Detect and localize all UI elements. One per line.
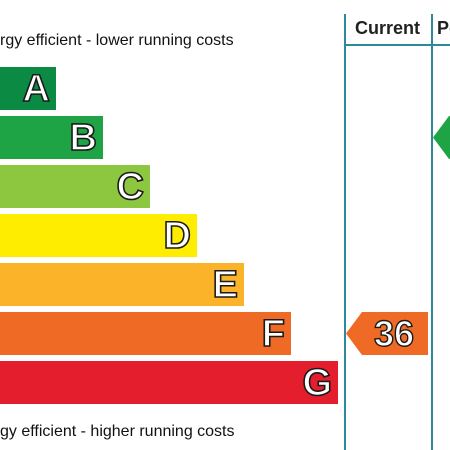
potential-arrow-shape bbox=[433, 116, 450, 159]
potential-rating-arrow bbox=[433, 116, 450, 164]
header-divider bbox=[344, 44, 450, 46]
rating-band-letter: C bbox=[116, 166, 145, 208]
current-rating-value: 36 bbox=[373, 312, 415, 354]
potential-column-header: Po bbox=[437, 18, 450, 38]
rating-band-d: D bbox=[0, 214, 197, 257]
current-column-divider bbox=[344, 14, 346, 450]
rating-band-b: B bbox=[0, 116, 103, 159]
current-column-header: Current bbox=[355, 18, 421, 38]
rating-band-letter: E bbox=[212, 264, 239, 306]
rating-band-letter: F bbox=[261, 313, 286, 355]
rating-band-e: E bbox=[0, 263, 244, 306]
rating-band-a: A bbox=[0, 67, 56, 110]
potential-column-divider bbox=[431, 14, 433, 450]
bottom-caption: gy efficient - higher running costs bbox=[0, 423, 235, 440]
current-rating-arrow: 36 bbox=[346, 312, 428, 360]
rating-band-letter: A bbox=[22, 68, 51, 110]
rating-band-g: G bbox=[0, 361, 338, 404]
rating-band-letter: B bbox=[69, 117, 98, 159]
rating-band-c: C bbox=[0, 165, 150, 208]
rating-band-letter: D bbox=[163, 215, 192, 257]
current-arrow-shape bbox=[346, 312, 428, 355]
rating-band-f: F bbox=[0, 312, 291, 355]
top-caption: rgy efficient - lower running costs bbox=[0, 32, 234, 49]
rating-band-letter: G bbox=[302, 362, 333, 404]
